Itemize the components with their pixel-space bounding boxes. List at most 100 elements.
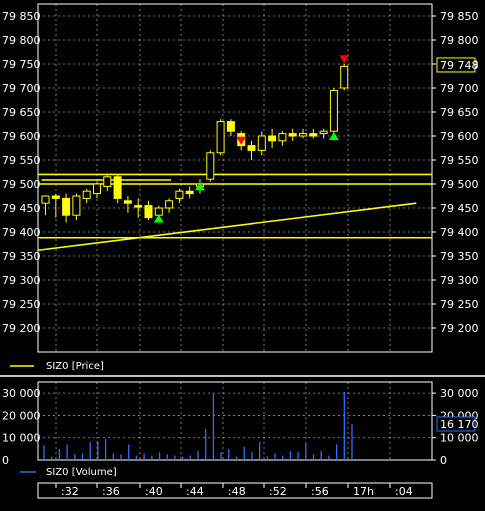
price-tick-label-right: 79 450 [440,202,479,215]
candle-body [329,89,338,132]
candle-body [113,176,122,199]
price-legend-label: SIZ0 [Price] [46,361,104,372]
sell-marker [236,136,247,145]
price-last-value-label: 79 748 [440,59,479,72]
time-tick-label: :52 [269,485,287,498]
candle-body [309,133,318,137]
volume-tick-label-left: 30 000 [2,387,41,400]
price-candle [329,88,338,134]
volume-tick-label-right: 30 000 [440,387,479,400]
candle-body [247,145,256,151]
price-tick-label-right: 79 300 [440,274,479,287]
price-candle [41,195,50,216]
price-tick-label-right: 79 850 [440,10,479,23]
time-tick-label: :44 [186,485,204,498]
volume-last-value-label: 16 170 [440,418,479,431]
price-candle [185,186,194,199]
price-tick-label-left: 79 650 [2,106,41,119]
candle-body [319,130,328,135]
volume-tick-label-right: 10 000 [440,432,479,445]
volume-bars [43,392,353,460]
volume-grid [38,382,432,460]
volume-tick-label-left: 0 [2,454,9,467]
candle-body [257,135,266,151]
price-candle [175,188,184,204]
price-candle [226,119,235,136]
price-tick-label-left: 79 750 [2,58,41,71]
candle-body [288,133,297,137]
volume-last-value-box [436,416,476,432]
time-tick-label: :48 [228,485,246,498]
candle-body [340,65,349,89]
time-tick-label: :56 [311,485,329,498]
price-candle [247,140,256,160]
price-tick-label-left: 79 400 [2,226,41,239]
candle-body [185,190,194,195]
price-tick-label-left: 79 800 [2,34,41,47]
time-tick-label: 17h [353,485,374,498]
candle-body [299,133,307,137]
price-candle [278,131,287,146]
volume-tick-label-left: 20 000 [2,409,41,422]
candle-body [278,133,287,142]
price-candle [288,128,297,141]
price-candle [268,128,277,148]
sell-marker [339,55,350,64]
candle-body [93,183,101,195]
price-candle [82,188,91,204]
price-candle [134,198,143,218]
price-plot-frame [37,3,433,353]
candle-body [134,205,143,208]
price-tick-label-right: 79 400 [440,226,479,239]
price-candle [319,128,328,139]
candle-body [154,207,163,216]
price-candle [216,119,225,156]
price-candle [206,150,215,182]
price-tick-label-right: 79 500 [440,178,479,191]
volume-tick-label-left: 10 000 [2,432,41,445]
price-tick-label-right: 79 600 [440,130,479,143]
price-tick-label-right: 79 650 [440,106,479,119]
time-axis-frame [37,482,433,499]
price-candle [165,198,174,213]
candle-body [103,176,112,187]
time-tick-label: :36 [102,485,120,498]
candle-body [175,190,184,199]
price-candle [93,181,101,199]
candle-body [82,190,91,199]
price-candle [123,196,132,213]
candle-body [62,197,71,216]
price-tick-label-left: 79 250 [2,298,41,311]
price-tick-label-left: 79 600 [2,130,41,143]
buy-marker [195,182,205,191]
candle-body [144,205,153,219]
price-candle [51,193,60,218]
price-candle [309,128,318,139]
time-tick-label: :32 [61,485,79,498]
price-tick-label-left: 79 450 [2,202,41,215]
price-candle [113,174,122,204]
volume-legend-label: SIZ0 [Volume] [46,467,117,478]
price-tick-label-left: 79 350 [2,250,41,263]
candle-body [226,121,235,132]
price-candle [62,193,71,223]
candle-body [41,195,50,204]
price-trend-line [37,202,417,252]
price-tick-label-right: 79 250 [440,298,479,311]
price-tick-label-right: 79 200 [440,322,479,335]
price-tick-label-right: 79 800 [440,34,479,47]
price-grid [38,4,432,352]
price-tick-label-left: 79 500 [2,178,41,191]
volume-tick-label-right: 0 [440,454,447,467]
time-tick-label: :04 [395,485,413,498]
price-tick-label-left: 79 200 [2,322,41,335]
candle-body [51,195,60,199]
candle-body [123,200,132,204]
buy-marker [153,214,164,223]
price-candle [340,64,349,91]
candle-body [206,152,215,180]
time-tick-label: :40 [145,485,163,498]
price-candle [103,174,112,192]
price-tick-label-left: 79 700 [2,82,41,95]
price-tick-label-right: 79 550 [440,154,479,167]
